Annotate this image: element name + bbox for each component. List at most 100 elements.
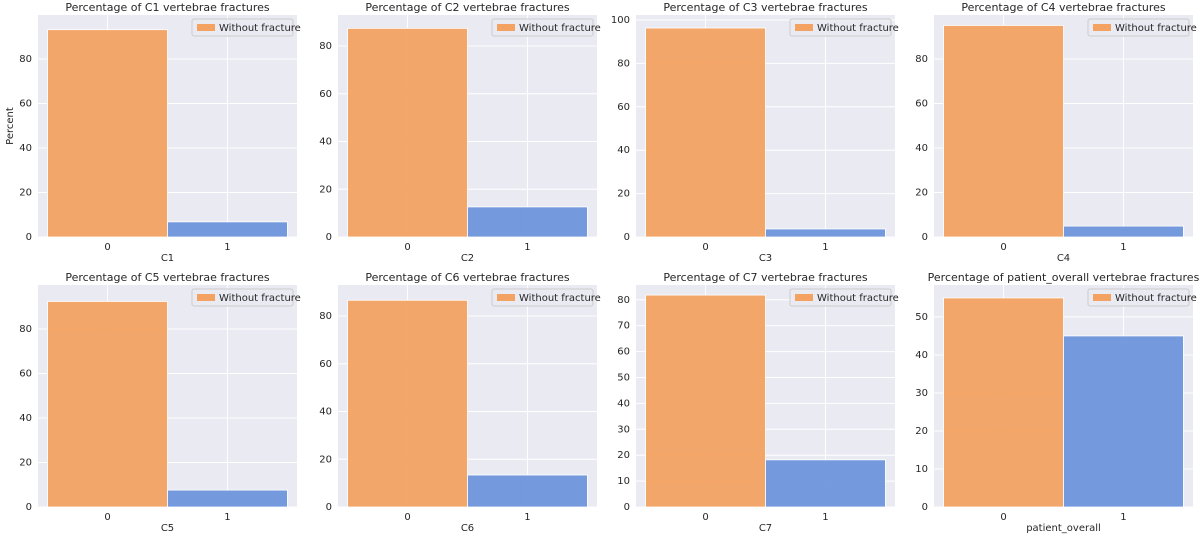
x-tick-label: 1 — [1120, 242, 1126, 253]
legend-label: Without fracture — [1115, 23, 1197, 34]
legend-swatch — [497, 24, 515, 31]
x-tick-label: 0 — [702, 242, 708, 253]
y-tick-label: 80 — [319, 311, 332, 322]
y-tick-label: 0 — [922, 502, 928, 513]
legend-swatch — [497, 294, 515, 301]
y-tick-label: 0 — [326, 232, 332, 243]
y-tick-label: 60 — [319, 89, 332, 100]
y-tick-label: 20 — [915, 188, 928, 199]
bar — [347, 299, 468, 508]
subplot: 0 20 40 60 80 0 1 Percentage of C1 vertebrae fr… — [5, 1, 301, 264]
legend-swatch — [795, 294, 813, 301]
legend-box — [491, 288, 594, 307]
subplot: 0 20 40 60 80 100 0 1 Percentage of C3 vertebrae… — [611, 1, 899, 264]
y-tick-label: 80 — [319, 41, 332, 52]
legend: Without fracture — [191, 288, 301, 307]
y-axis-label: Percent — [5, 107, 16, 145]
x-tick-label: 0 — [104, 512, 110, 523]
bar — [645, 294, 766, 508]
y-tick-label: 0 — [624, 232, 630, 243]
y-tick-label: 80 — [19, 324, 32, 335]
x-tick-label: 0 — [404, 242, 410, 253]
bar — [47, 29, 168, 238]
legend: Without fracture — [491, 18, 601, 37]
legend-swatch — [1093, 294, 1111, 301]
x-axis-label: C3 — [759, 253, 772, 264]
subplot: 0 10 20 30 40 50 60 70 80 0 1 Percentage of C7 vert… — [617, 271, 899, 534]
y-tick-label: 40 — [19, 413, 32, 424]
chart-title: Percentage of C4 vertebrae fractures — [961, 1, 1166, 14]
y-tick-label: 60 — [617, 102, 630, 113]
x-axis-label: C6 — [461, 523, 474, 534]
legend: Without fracture — [1087, 18, 1197, 37]
subplot: 0 20 40 60 80 0 1 Percentage of C2 vertebrae fr… — [319, 1, 601, 264]
x-tick-label: 1 — [524, 512, 530, 523]
bar — [347, 27, 468, 238]
legend-box — [789, 18, 892, 37]
y-tick-label: 10 — [915, 464, 928, 475]
bar — [943, 297, 1064, 508]
y-tick-label: 20 — [617, 450, 630, 461]
legend-box — [789, 288, 892, 307]
y-tick-label: 20 — [319, 184, 332, 195]
y-tick-label: 60 — [319, 359, 332, 370]
y-tick-label: 20 — [19, 188, 32, 199]
y-tick-label: 80 — [617, 58, 630, 69]
x-tick-label: 0 — [1000, 512, 1006, 523]
bar — [167, 221, 288, 238]
y-tick-label: 50 — [617, 372, 630, 383]
chart-title: Percentage of C1 vertebrae fractures — [65, 1, 270, 14]
bar — [47, 301, 168, 508]
y-tick-label: 60 — [915, 99, 928, 110]
bar — [467, 474, 588, 508]
y-tick-label: 60 — [617, 347, 630, 358]
y-tick-label: 40 — [319, 407, 332, 418]
x-axis-label: C5 — [161, 523, 174, 534]
y-tick-label: 20 — [19, 458, 32, 469]
y-tick-label: 40 — [915, 143, 928, 154]
bar — [1063, 335, 1184, 508]
y-tick-label: 0 — [922, 232, 928, 243]
subplot: 0 20 40 60 80 0 1 Percentage of C5 vertebrae fr… — [19, 271, 301, 534]
chart-title: Percentage of C3 vertebrae fractures — [663, 1, 868, 14]
bar — [943, 25, 1064, 238]
legend-box — [1087, 288, 1190, 307]
y-tick-label: 50 — [915, 312, 928, 323]
legend: Without fracture — [491, 288, 601, 307]
y-tick-label: 0 — [326, 502, 332, 513]
x-axis-label: patient_overall — [1026, 523, 1101, 534]
y-tick-label: 80 — [19, 54, 32, 65]
legend-box — [191, 288, 294, 307]
legend-swatch — [1093, 24, 1111, 31]
bar — [467, 206, 588, 238]
y-tick-label: 10 — [617, 476, 630, 487]
y-tick-label: 60 — [19, 369, 32, 380]
chart-title: Percentage of C2 vertebrae fractures — [365, 1, 570, 14]
y-tick-label: 60 — [19, 99, 32, 110]
y-tick-label: 40 — [319, 137, 332, 148]
legend-swatch — [197, 24, 215, 31]
bar — [645, 27, 766, 238]
x-axis-label: C1 — [161, 253, 174, 264]
y-tick-label: 40 — [915, 350, 928, 361]
y-tick-label: 100 — [611, 15, 630, 26]
legend-swatch — [795, 24, 813, 31]
x-axis-label: C4 — [1057, 253, 1070, 264]
chart-title: Percentage of C6 vertebrae fractures — [365, 271, 570, 284]
bar — [167, 489, 288, 508]
x-tick-label: 1 — [224, 512, 230, 523]
x-tick-label: 0 — [702, 512, 708, 523]
chart-title: Percentage of patient_overall vertebrae … — [928, 271, 1200, 284]
y-tick-label: 0 — [26, 502, 32, 513]
y-tick-label: 20 — [617, 189, 630, 200]
subplot: 0 20 40 60 80 0 1 Percentage of C4 vertebrae fr… — [915, 1, 1197, 264]
x-axis-label: C7 — [759, 523, 772, 534]
legend-box — [491, 18, 594, 37]
legend-label: Without fracture — [519, 23, 601, 34]
y-tick-label: 30 — [915, 388, 928, 399]
y-tick-label: 80 — [617, 295, 630, 306]
y-tick-label: 70 — [617, 321, 630, 332]
legend-label: Without fracture — [817, 23, 899, 34]
legend: Without fracture — [191, 18, 301, 37]
x-tick-label: 1 — [822, 242, 828, 253]
